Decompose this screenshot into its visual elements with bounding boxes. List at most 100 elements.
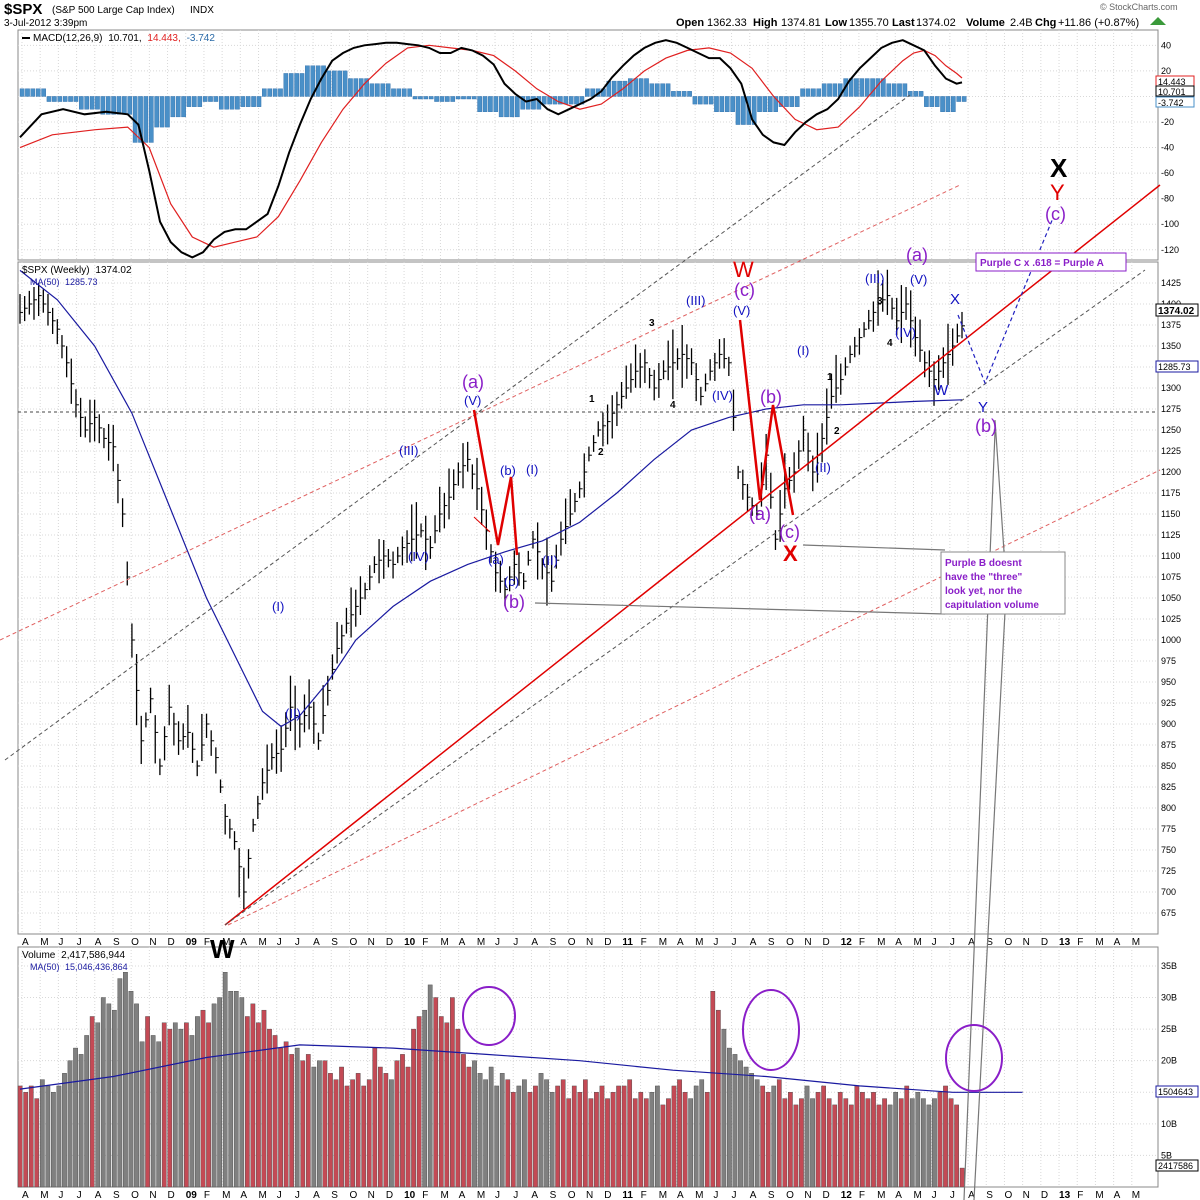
macd-histogram-bar — [84, 96, 89, 110]
macd-legend-hist-value: -3.742 — [187, 33, 216, 44]
volume-panel — [17, 946, 1159, 1188]
quote-volume: 2.4B — [1010, 17, 1033, 29]
volume-bar — [128, 991, 134, 1188]
macd-histogram-bar — [961, 96, 967, 102]
macd-histogram-bar — [202, 96, 208, 102]
macd-histogram-bar — [240, 96, 246, 107]
label-3-2011: 3 — [649, 318, 655, 329]
macd-histogram-bar — [864, 78, 870, 97]
macd-histogram-bar — [918, 91, 924, 97]
svg-text:Volume 2,417,586,944: Volume 2,417,586,944 — [22, 950, 126, 961]
x-tick-label-volume: D — [1041, 1190, 1048, 1200]
volume-bar — [400, 1054, 405, 1188]
volume-bar — [350, 1079, 355, 1188]
volume-bar — [405, 1066, 411, 1188]
macd-histogram-bar — [299, 73, 305, 97]
x-tick-label-volume: J — [950, 1190, 955, 1200]
projection-path — [957, 217, 1054, 385]
macd-histogram-bar — [768, 96, 773, 112]
volume-bar — [261, 1009, 267, 1188]
chart-date: 3-Jul-2012 3:39pm — [4, 18, 87, 29]
volume-bar — [294, 1047, 300, 1188]
macd-histogram-bar — [305, 65, 310, 97]
label-c-blue-2010: (c) — [504, 574, 519, 589]
macd-histogram-bar — [698, 96, 703, 105]
x-tick-label: D — [1041, 937, 1048, 948]
label-iv-2011: (IV) — [712, 388, 733, 403]
x-tick-label-volume: F — [422, 1190, 428, 1200]
macd-histogram-bar — [192, 96, 197, 107]
x-tick-label: S — [550, 937, 557, 948]
x-tick-label-volume: J — [713, 1190, 718, 1200]
volume-bar — [677, 1079, 682, 1188]
volume-bar — [782, 1098, 788, 1188]
volume-bar — [655, 1085, 660, 1188]
macd-legend-signal-value: 14.443, — [147, 33, 180, 44]
volume-bar — [549, 1092, 555, 1188]
macd-histogram-bar — [73, 96, 79, 102]
x-tick-label: F — [422, 937, 428, 948]
x-tick-label: J — [77, 937, 82, 948]
volume-bar — [377, 1066, 383, 1188]
x-tick-label-volume: A — [895, 1190, 902, 1200]
price-y-tick-label: 900 — [1161, 719, 1176, 729]
volume-bar — [555, 1085, 560, 1188]
volume-bar — [322, 1060, 328, 1188]
macd-histogram-bar — [509, 96, 515, 118]
label-1-2011b: 1 — [827, 372, 833, 383]
x-tick-label-volume: S — [986, 1190, 993, 1200]
x-tick-label-volume: A — [968, 1190, 975, 1200]
volume-bar — [483, 1079, 488, 1188]
volume-bar — [904, 1085, 910, 1188]
hist-last-value: -3.742 — [1158, 98, 1184, 108]
volume-ma-line — [19, 1044, 1023, 1093]
macd-histogram-bar — [628, 78, 633, 97]
x-tick-label-volume: M — [259, 1190, 267, 1200]
x-tick-label: J — [277, 937, 282, 948]
label-a-purple-2012: (a) — [906, 245, 928, 265]
volume-bar — [843, 1098, 849, 1188]
macd-histogram-bar — [800, 88, 805, 97]
x-tick-label-volume: N — [1023, 1190, 1030, 1200]
macd-histogram-bar — [934, 96, 940, 107]
red-channel-upper — [0, 184, 961, 641]
x-tick-label: M — [877, 937, 885, 948]
volume-bar — [256, 1022, 261, 1188]
macd-histogram-bar — [175, 96, 181, 118]
macd-histogram-bar — [364, 78, 369, 97]
volume-bar — [466, 1066, 472, 1188]
volume-bar — [461, 1054, 466, 1188]
chart-header: $SPX (S&P 500 Large Cap Index) INDX 3-Ju… — [4, 1, 1178, 29]
price-y-tick-label: 675 — [1161, 908, 1176, 918]
volume-bar — [195, 1016, 200, 1188]
x-tick-label-volume: 12 — [841, 1190, 853, 1200]
macd-histogram-bar — [369, 83, 375, 97]
price-y-tick-label: 775 — [1161, 824, 1176, 834]
label-w-red: W — [733, 257, 754, 282]
x-tick-label: J — [932, 937, 937, 948]
note-line-3: look yet, nor the — [945, 586, 1023, 597]
projection-line — [957, 217, 1054, 385]
macd-histogram-bar — [181, 96, 186, 118]
macd-histogram-bar — [68, 96, 73, 102]
volume-bar — [666, 1098, 671, 1188]
macd-histogram-bar — [617, 80, 622, 97]
x-tick-label-volume: J — [58, 1190, 63, 1200]
price-y-tick-label: 1025 — [1161, 614, 1181, 624]
x-tick-label: A — [313, 937, 320, 948]
macd-histogram-bar — [148, 96, 154, 143]
volume-bar — [848, 1104, 854, 1188]
volume-bar — [605, 1098, 610, 1188]
macd-histogram-bar — [568, 96, 574, 105]
x-tick-label: 13 — [1059, 937, 1071, 948]
x-tick-label-volume: F — [859, 1190, 865, 1200]
x-tick-label-volume: F — [204, 1190, 210, 1200]
price-legend-label: $SPX (Weekly) — [22, 265, 90, 276]
price-y-tick-label: 700 — [1161, 887, 1176, 897]
macd-panel — [17, 29, 1159, 261]
x-tick-label-volume: M — [440, 1190, 448, 1200]
macd-histogram-bar — [251, 96, 256, 107]
label-i-2011b: (I) — [797, 343, 809, 358]
up-arrow-icon — [1150, 17, 1166, 25]
x-tick-label-volume: A — [240, 1190, 247, 1200]
